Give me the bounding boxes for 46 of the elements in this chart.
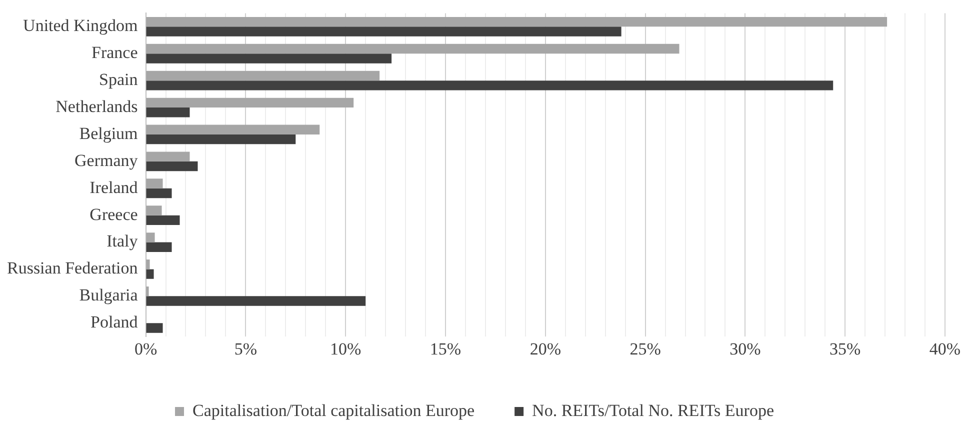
y-tick-label: Netherlands — [56, 96, 138, 116]
y-tick-label: Spain — [99, 70, 138, 90]
x-tick-label: 0% — [134, 339, 158, 358]
bar — [146, 260, 150, 270]
bar — [146, 54, 392, 64]
bar — [146, 206, 162, 216]
y-tick-label: Belgium — [79, 124, 138, 143]
bar — [146, 242, 172, 252]
bar — [146, 215, 180, 226]
bar — [146, 44, 680, 54]
y-tick-label: Bulgaria — [79, 286, 138, 305]
y-tick-label: Ireland — [90, 178, 138, 197]
y-tick-label: Germany — [74, 150, 138, 170]
legend-label: No. REITs/Total No. REITs Europe — [532, 400, 774, 420]
bar — [146, 80, 834, 90]
bar — [146, 124, 320, 134]
bar — [146, 178, 163, 188]
y-tick-label: Poland — [90, 312, 138, 332]
x-tick-label: 40% — [929, 339, 961, 358]
x-tick-label: 10% — [330, 339, 362, 358]
y-tick-label: Greece — [90, 204, 138, 224]
bar — [146, 188, 172, 198]
bar — [146, 70, 380, 81]
y-tick-label: Russian Federation — [6, 258, 138, 278]
bar — [146, 269, 154, 279]
x-tick-label: 25% — [630, 339, 661, 358]
bar — [146, 134, 296, 144]
y-tick-label: Italy — [106, 232, 138, 251]
bar — [146, 26, 622, 36]
x-tick-label: 15% — [430, 339, 462, 358]
bar — [146, 152, 190, 162]
x-tick-label: 5% — [234, 339, 258, 358]
y-tick-label: United Kingdom — [23, 16, 138, 36]
bar — [146, 323, 163, 333]
bar — [146, 296, 366, 306]
x-tick-label: 30% — [730, 339, 761, 358]
x-tick-label: 20% — [530, 339, 561, 358]
x-tick-label: 35% — [830, 339, 861, 358]
bar — [146, 286, 149, 296]
bar — [146, 108, 190, 118]
legend-label: Capitalisation/Total capitalisation Europe — [192, 400, 475, 420]
bar — [146, 98, 354, 108]
bar — [146, 161, 198, 172]
bar — [146, 232, 155, 242]
bar — [146, 16, 888, 27]
y-tick-label: France — [92, 43, 138, 62]
